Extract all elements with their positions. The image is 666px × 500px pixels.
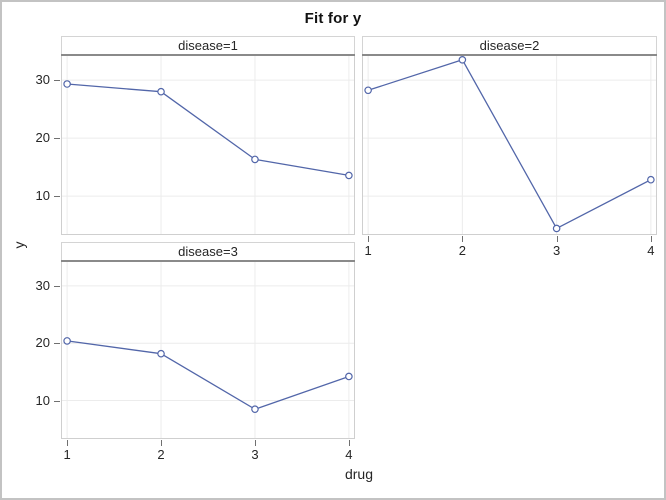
- y-tick-label: 30: [35, 72, 50, 88]
- y-tick-mark: [54, 343, 60, 345]
- data-point-marker: [345, 372, 353, 381]
- x-tick-mark: [368, 236, 370, 242]
- x-tick-label: 2: [458, 243, 466, 258]
- data-point-marker: [647, 175, 655, 184]
- series-line: [67, 83, 350, 177]
- data-point-marker: [552, 224, 561, 233]
- data-point-marker: [364, 86, 372, 95]
- panel-header-label: disease=3: [178, 244, 238, 259]
- x-tick-label: 1: [364, 243, 372, 258]
- y-tick-label: 10: [35, 188, 50, 204]
- y-tick-mark: [54, 285, 60, 287]
- y-axis-label: y: [11, 241, 27, 249]
- panel-header-label: disease=1: [178, 38, 238, 53]
- y-tick-mark: [54, 138, 60, 140]
- x-tick-mark: [650, 236, 652, 242]
- data-point-marker: [458, 56, 467, 64]
- data-point-marker: [157, 349, 165, 358]
- y-tick-mark: [54, 80, 60, 82]
- data-point-marker: [63, 80, 71, 88]
- y-tick-label: 10: [35, 392, 50, 408]
- data-point-marker: [157, 87, 165, 96]
- x-axis-label: drug: [344, 466, 374, 482]
- data-point-marker: [251, 155, 259, 164]
- x-tick-mark: [348, 440, 350, 446]
- y-tick-mark: [54, 196, 60, 198]
- x-tick-mark: [67, 440, 69, 446]
- panel-header-disease-3: disease=3: [61, 242, 355, 260]
- data-point-marker: [251, 405, 259, 413]
- x-tick-mark: [462, 236, 464, 242]
- x-tick-label: 3: [552, 243, 561, 258]
- x-tick-label: 3: [251, 447, 259, 462]
- x-tick-label: 2: [157, 447, 165, 462]
- y-tick-label: 20: [35, 335, 50, 351]
- x-tick-label: 4: [647, 243, 655, 258]
- series-line: [367, 59, 652, 230]
- chart-title: Fit for y: [304, 10, 362, 27]
- y-tick-mark: [54, 400, 60, 402]
- x-tick-label: 4: [345, 447, 353, 462]
- plot-area-disease-3: [61, 260, 355, 439]
- series-line: [67, 340, 350, 410]
- plot-area-disease-1: [61, 54, 355, 235]
- panel-header-label: disease=2: [479, 38, 540, 53]
- data-point-marker: [63, 337, 71, 345]
- x-tick-label: 1: [63, 447, 71, 462]
- y-tick-label: 20: [35, 130, 50, 146]
- x-tick-mark: [254, 440, 256, 446]
- y-tick-label: 30: [35, 277, 50, 293]
- plot-area-disease-2: [362, 54, 657, 235]
- x-tick-mark: [161, 440, 163, 446]
- x-tick-mark: [556, 236, 558, 242]
- data-point-marker: [345, 171, 353, 180]
- panel-header-disease-2: disease=2: [362, 36, 657, 54]
- panel-header-disease-1: disease=1: [61, 36, 355, 54]
